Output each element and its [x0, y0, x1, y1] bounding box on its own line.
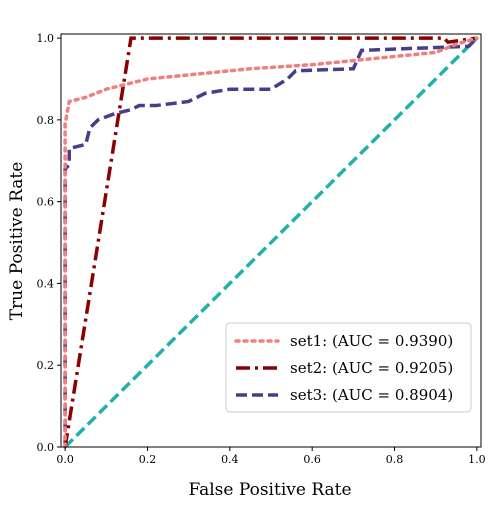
y-tick-label: 1.0 — [37, 32, 55, 45]
x-tick-label: 0.4 — [221, 453, 239, 466]
x-tick-label: 0.0 — [56, 453, 74, 466]
series-line-set2 — [63, 36, 478, 448]
x-tick-label: 1.0 — [468, 453, 486, 466]
legend-label-set1: set1: (AUC = 0.9390) — [290, 332, 453, 350]
series-line-set1 — [63, 36, 479, 449]
legend-label-set3: set3: (AUC = 0.8904) — [290, 386, 453, 404]
y-tick-label: 0.2 — [37, 359, 55, 372]
y-tick-label: 0.6 — [37, 196, 55, 209]
x-tick-label: 0.8 — [386, 453, 404, 466]
legend: set1: (AUC = 0.9390) set2: (AUC = 0.9205)… — [225, 322, 472, 413]
series-line-set3 — [63, 36, 479, 447]
x-tick-label: 0.6 — [303, 453, 321, 466]
x-tick-label: 0.2 — [139, 453, 157, 466]
axis-ticks: 0.0 0.2 0.4 0.6 0.8 1.0 0.0 0.2 0.4 0.6 0.8 1.0 — [37, 32, 486, 466]
y-tick-label: 0.4 — [37, 277, 55, 290]
y-tick-label: 0.8 — [37, 114, 55, 127]
legend-label-set2: set2: (AUC = 0.9205) — [290, 359, 453, 377]
x-axis-title: False Positive Rate — [188, 480, 351, 500]
y-axis-title: True Positive Rate — [7, 162, 27, 321]
plot-frame — [60, 33, 482, 448]
plot-area — [63, 36, 479, 449]
series-line-diagonal — [63, 36, 479, 449]
legend-box — [225, 322, 472, 413]
y-tick-label: 0.0 — [37, 441, 55, 454]
